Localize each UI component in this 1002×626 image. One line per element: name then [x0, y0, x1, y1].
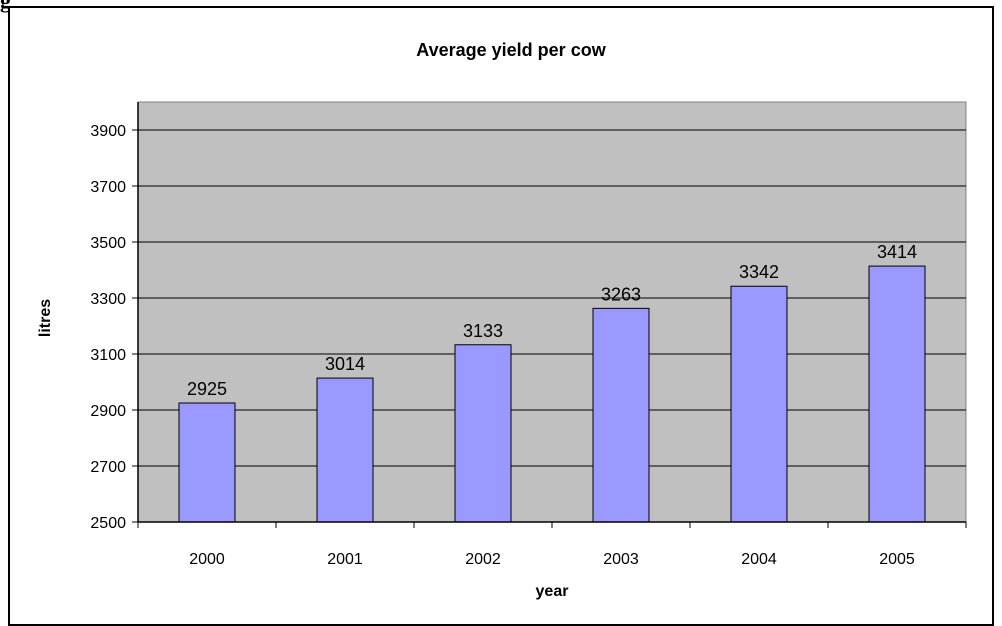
axes [132, 102, 967, 528]
chart-title: Average yield per cow [416, 40, 606, 60]
bars [178, 265, 926, 523]
y-tick-label: 3100 [90, 347, 126, 364]
x-tick-labels: 2000 2001 2002 2003 2004 2005 [189, 551, 915, 568]
bar [730, 285, 788, 523]
bar [316, 377, 374, 523]
x-tick-label: 2000 [189, 551, 225, 568]
x-tick-label: 2005 [879, 551, 915, 568]
y-tick-label: 2500 [90, 515, 126, 532]
bar [178, 402, 236, 523]
y-axis-label: litres [37, 299, 54, 337]
heading-fragment: g [0, 0, 11, 13]
x-tick-label: 2001 [327, 551, 363, 568]
y-tick-label: 3900 [90, 123, 126, 140]
bar-value-label: 3133 [463, 321, 503, 341]
gridlines [138, 129, 966, 467]
bar-value-label: 3014 [325, 354, 365, 374]
bar [454, 344, 512, 523]
x-axis-label: year [536, 583, 569, 600]
y-tick-label: 3500 [90, 235, 126, 252]
bar [868, 265, 926, 523]
y-tick-label: 2900 [90, 403, 126, 420]
y-tick-labels: 2500 2700 2900 3100 3300 3500 3700 3900 [90, 123, 126, 532]
y-tick-label: 3700 [90, 179, 126, 196]
bar-value-label: 3414 [877, 242, 917, 262]
bar [592, 307, 650, 523]
y-tick-label: 2700 [90, 459, 126, 476]
x-tick-label: 2004 [741, 551, 777, 568]
bar-value-labels: 2925 3014 3133 3263 3342 3414 [187, 242, 917, 399]
y-tick-label: 3300 [90, 291, 126, 308]
x-tick-label: 2002 [465, 551, 501, 568]
bar-value-label: 3342 [739, 262, 779, 282]
bar-value-label: 2925 [187, 379, 227, 399]
bar-value-label: 3263 [601, 284, 641, 304]
x-tick-label: 2003 [603, 551, 639, 568]
plot-area [137, 101, 967, 523]
